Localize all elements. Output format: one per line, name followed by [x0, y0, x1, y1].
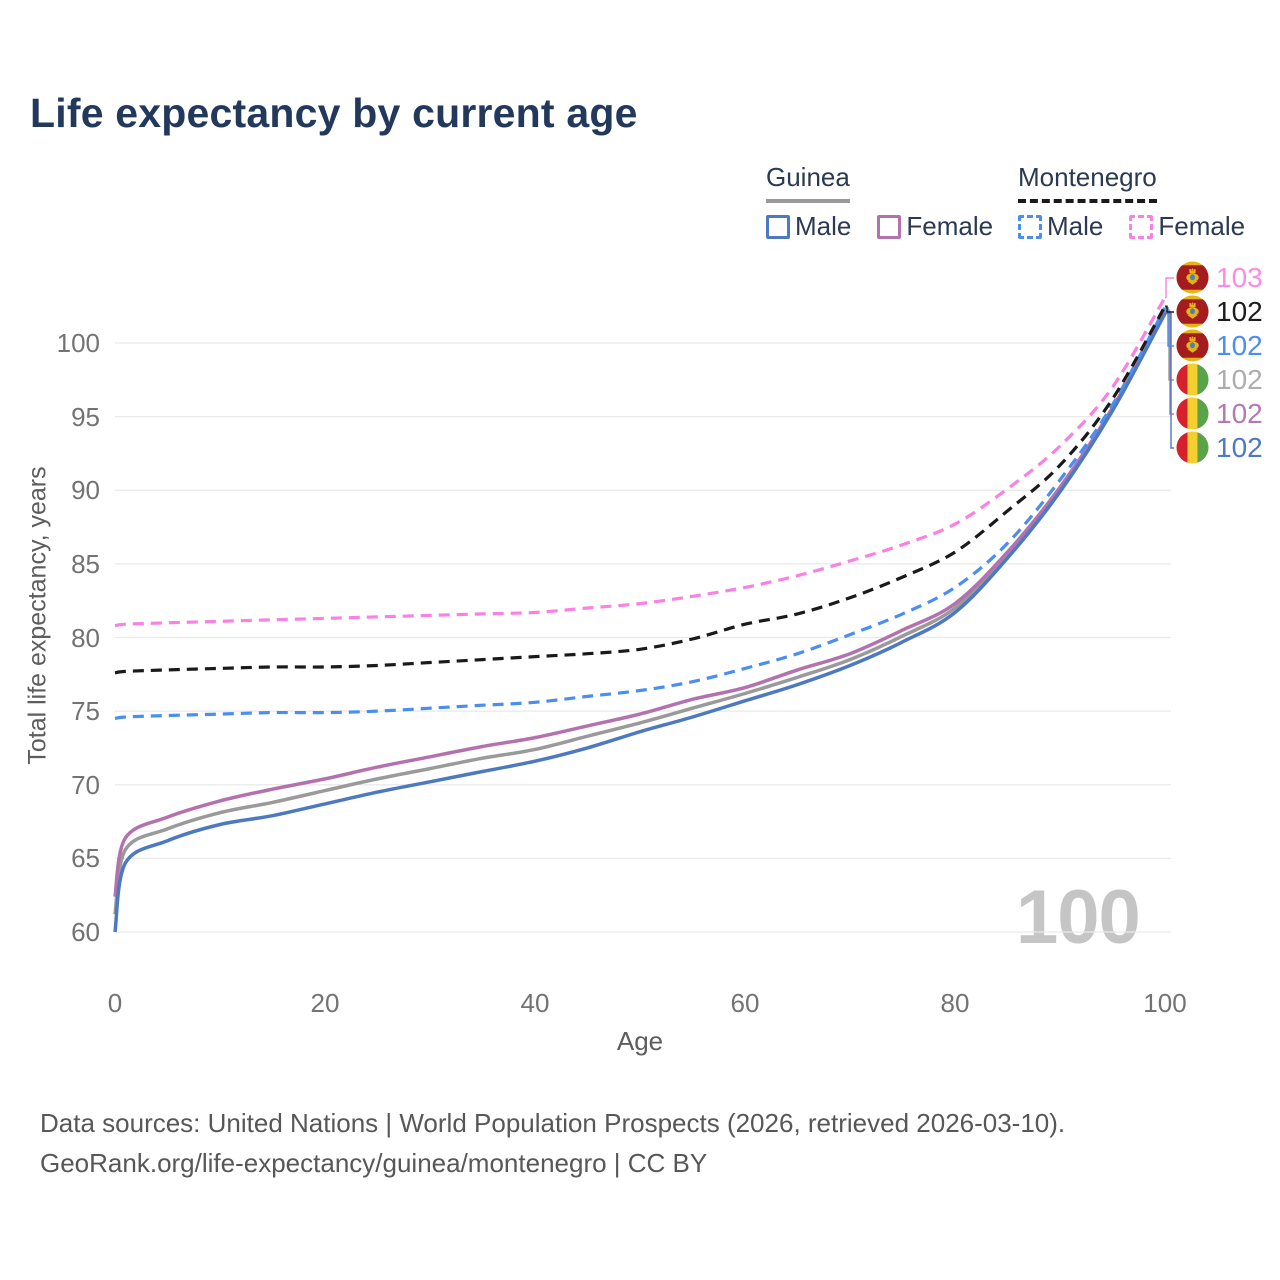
- series-line-guinea-female[interactable]: [113, 310, 1167, 898]
- x-tick-label: 80: [940, 988, 970, 1018]
- page-title: Life expectancy by current age: [30, 90, 638, 136]
- x-tick-label: 0: [107, 988, 123, 1018]
- callout-value: 103: [1216, 262, 1263, 293]
- legend-title-montenegro: Montenegro: [1018, 162, 1157, 203]
- series-line-guinea-male[interactable]: [113, 312, 1167, 933]
- guinea-flag-icon: [1176, 363, 1209, 396]
- x-tick-label: 40: [520, 988, 550, 1018]
- callout-montenegro-male: 102: [1176, 329, 1263, 362]
- age-watermark: 100: [1016, 875, 1141, 960]
- montenegro-flag-icon: [1176, 329, 1209, 362]
- series-line-montenegro-female[interactable]: [114, 296, 1167, 628]
- legend-item-label: Male: [1047, 211, 1104, 241]
- legend-item-label: Male: [795, 211, 852, 241]
- gridlines: [115, 342, 1171, 933]
- callout-value: 102: [1216, 364, 1263, 395]
- legend-title-guinea: Guinea: [766, 162, 850, 203]
- callout-montenegro-both-sexes: 102: [1176, 295, 1263, 328]
- callout-value: 102: [1216, 432, 1263, 463]
- montenegro-flag-icon: [1176, 295, 1209, 328]
- line-swatch-guinea-male-icon: [766, 214, 790, 239]
- series-line-montenegro-male[interactable]: [114, 306, 1167, 721]
- y-tick-label: 100: [56, 328, 100, 358]
- leader-line-guinea-male: [1165, 312, 1174, 449]
- x-tick-label: 100: [1143, 988, 1187, 1018]
- leader-line-montenegro-male: [1165, 307, 1174, 347]
- callout-guinea-male: 102: [1176, 431, 1263, 464]
- guinea-flag-icon: [1176, 431, 1209, 464]
- callout-leader-lines: [1165, 277, 1174, 449]
- y-tick-label: 80: [71, 622, 100, 653]
- line-swatch-guinea-female-icon: [877, 214, 902, 239]
- callout-value: 102: [1216, 330, 1263, 361]
- attribution-note: GeoRank.org/life-expectancy/guinea/monte…: [40, 1148, 708, 1178]
- y-tick-label: 85: [71, 548, 100, 579]
- legend-item-montenegro-male[interactable]: Male: [1018, 211, 1103, 242]
- x-axis-title: Age: [616, 1026, 664, 1056]
- line-swatch-montenegro-male-icon: [1018, 214, 1042, 239]
- legend-item-montenegro-female[interactable]: Female: [1129, 211, 1245, 242]
- y-tick-label: 65: [71, 843, 100, 874]
- legend-item-label: Female: [1158, 211, 1246, 241]
- y-tick-label: 60: [71, 917, 100, 947]
- legend-item-guinea-male[interactable]: Male: [766, 211, 851, 242]
- leader-line-montenegro-female: [1165, 277, 1174, 299]
- callout-montenegro-female: 103: [1176, 261, 1263, 294]
- callout-guinea-female: 102: [1176, 397, 1263, 430]
- x-tick-label: 60: [730, 988, 760, 1018]
- leader-line-guinea-both-sexes: [1165, 309, 1174, 381]
- montenegro-flag-icon: [1176, 261, 1209, 294]
- guinea-flag-icon: [1176, 397, 1209, 430]
- x-tick-label: 20: [310, 988, 340, 1018]
- callout-guinea-both-sexes: 102: [1176, 363, 1263, 396]
- legend-item-guinea-female[interactable]: Female: [877, 211, 993, 242]
- legend-group-guinea: Guinea Male Female: [766, 162, 993, 242]
- y-tick-label: 70: [71, 769, 100, 800]
- legend-item-label: Female: [906, 211, 994, 241]
- leader-line-guinea-female: [1165, 310, 1174, 415]
- legend-group-montenegro: Montenegro Male Female: [1018, 162, 1245, 242]
- callout-value: 102: [1216, 398, 1263, 429]
- callout-value: 102: [1216, 296, 1263, 327]
- series-line-guinea-both-sexes[interactable]: [113, 309, 1167, 915]
- series-line-montenegro-both-sexes[interactable]: [114, 305, 1167, 675]
- series-lines: [113, 296, 1167, 933]
- leader-line-montenegro-both-sexes: [1165, 305, 1174, 313]
- y-tick-label: 90: [71, 475, 100, 506]
- legend-items-montenegro: Male Female: [1018, 211, 1245, 242]
- y-tick-label: 95: [71, 401, 100, 432]
- y-tick-label: 75: [71, 696, 100, 727]
- line-swatch-montenegro-female-icon: [1129, 214, 1154, 239]
- legend-items-guinea: Male Female: [766, 211, 993, 242]
- data-sources-note: Data sources: United Nations | World Pop…: [40, 1108, 1066, 1138]
